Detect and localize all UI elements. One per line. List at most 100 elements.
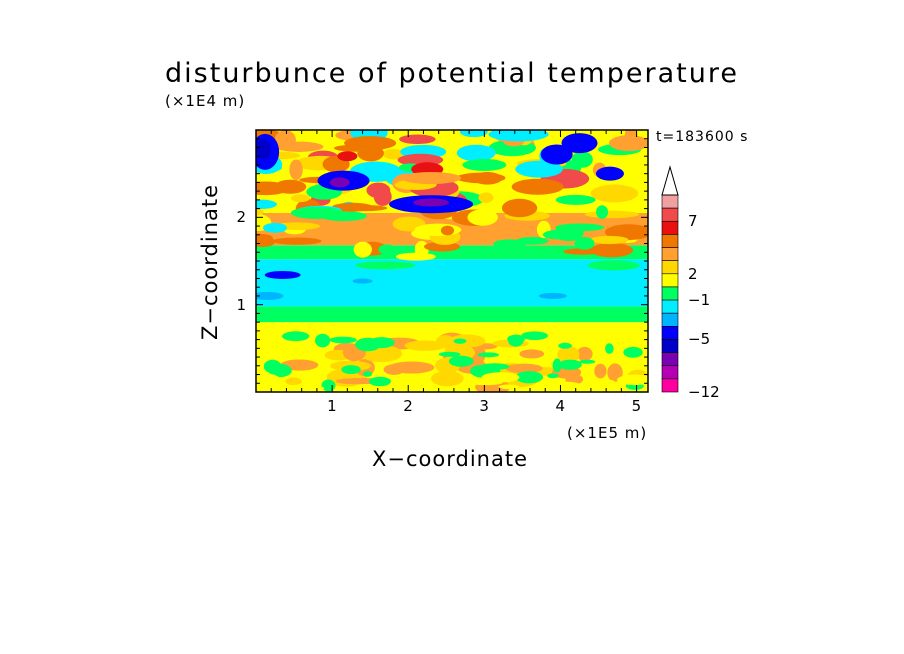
field-blob [385, 385, 422, 390]
chart-title: disturbunce of potential temperature [165, 58, 739, 89]
colorbar-segment [661, 286, 679, 301]
field-blob [448, 334, 486, 348]
field-blob [274, 130, 296, 150]
field-blob [453, 338, 467, 344]
field-blob [587, 260, 640, 271]
colorbar-segment [661, 299, 679, 314]
field-blob [478, 192, 494, 203]
y-tick-label: 2 [236, 208, 246, 227]
field-blob [594, 363, 607, 379]
field-blob [557, 346, 580, 364]
field-blob [289, 159, 303, 181]
field-blob [354, 384, 373, 390]
colorbar-segment [661, 326, 679, 340]
field-blob [315, 333, 331, 348]
field-blob [590, 243, 634, 258]
field-blob [607, 363, 623, 382]
field-blob [498, 384, 520, 390]
field-blob [373, 187, 392, 206]
field-blob [507, 334, 525, 344]
colorbar-segment [661, 194, 679, 209]
field-blob [256, 291, 284, 300]
x-tick-label: 3 [479, 397, 489, 415]
field-blob [516, 236, 549, 245]
field-blob [401, 172, 462, 185]
field-blob [481, 372, 520, 383]
colorbar-segment [661, 220, 679, 235]
plot-frame [255, 129, 649, 393]
field-blob [599, 379, 617, 389]
field-blob [382, 148, 405, 160]
field-blob [488, 130, 549, 142]
field-layer [256, 306, 648, 323]
z-axis-unit: (×1E4 m) [165, 92, 246, 110]
field-blob [467, 380, 503, 386]
field-blob [467, 209, 498, 226]
field-blob [456, 172, 506, 184]
field-blob [272, 237, 322, 245]
field-blob [515, 371, 544, 384]
field-blob [256, 208, 264, 216]
field-blob [440, 225, 455, 236]
field-blob [555, 194, 596, 205]
colorbar-label: 2 [688, 264, 698, 283]
x-axis-label: X−coordinate [372, 447, 528, 471]
time-label: t=183600 s [656, 129, 749, 145]
x-tick-label: 5 [631, 397, 642, 415]
field-blob [552, 358, 562, 373]
field-blob [561, 133, 598, 154]
field-blob [341, 365, 361, 375]
contour-field [256, 130, 648, 392]
field-blob [558, 359, 582, 370]
colorbar-segment [661, 234, 679, 248]
field-blob [477, 352, 500, 358]
field-blob [584, 210, 640, 219]
colorbar-segment [661, 365, 679, 380]
field-blob [329, 336, 357, 344]
field-blob [399, 134, 436, 144]
field-blob [462, 158, 507, 171]
field-blob [368, 376, 391, 387]
field-blob [538, 292, 567, 299]
field-blob [448, 355, 474, 367]
field-blob [623, 346, 643, 358]
field-blob [256, 373, 280, 385]
field-blob [605, 343, 614, 354]
field-blob [378, 244, 397, 255]
x-axis-unit: (×1E5 m) [567, 424, 648, 442]
field-blob [268, 364, 292, 378]
field-blob [540, 144, 573, 165]
field-blob [256, 199, 277, 209]
field-blob [590, 184, 639, 203]
field-blob [414, 223, 462, 236]
colorbar-label: −1 [688, 291, 711, 310]
field-blob [329, 177, 350, 188]
field-blob [395, 252, 436, 261]
field-blob [608, 135, 648, 152]
field-blob [555, 223, 605, 232]
field-blob [620, 379, 648, 385]
field-blob [413, 198, 450, 207]
field-blob [563, 248, 602, 255]
field-blob [353, 241, 372, 258]
colorbar-label: 7 [688, 212, 698, 231]
field-blob [256, 233, 273, 242]
field-blob [431, 370, 464, 387]
field-blob [362, 371, 373, 377]
colorbar-segment [661, 352, 679, 367]
field-blob [456, 144, 496, 162]
field-blob [505, 363, 543, 374]
field-blob [579, 359, 596, 364]
x-tick-label: 4 [555, 397, 565, 415]
field-blob [404, 340, 447, 351]
field-blob [368, 337, 395, 349]
colorbar-segment [661, 273, 679, 288]
field-layer [256, 259, 648, 307]
colorbar-label: −12 [688, 383, 720, 401]
field-blob [438, 351, 461, 357]
field-blob [558, 342, 572, 349]
colorbar-segment [661, 247, 679, 261]
field-blob [337, 151, 358, 162]
field-blob [280, 384, 325, 392]
field-blob [282, 331, 310, 342]
